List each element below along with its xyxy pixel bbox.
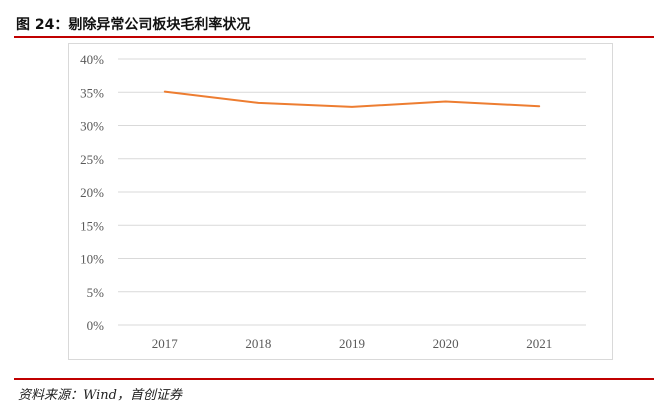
series-line	[163, 90, 541, 108]
figure-title: 图 24：剔除异常公司板块毛利率状况	[16, 17, 251, 33]
y-tick-label: 10%	[80, 252, 104, 267]
x-tick-label: 2019	[339, 336, 365, 351]
x-tick-label: 2018	[245, 336, 271, 351]
y-tick-label: 35%	[80, 85, 104, 100]
y-tick-label: 30%	[80, 119, 104, 134]
x-axis-tick-labels: 2017 2018 2019 2020 2021	[152, 336, 552, 351]
y-axis-tick-labels: 0% 5% 10% 15% 20% 25% 30% 35% 40%	[80, 52, 104, 333]
x-tick-label: 2017	[152, 336, 179, 351]
y-tick-label: 40%	[80, 52, 104, 67]
source-note: 资料来源：Wind，首创证券	[18, 388, 182, 403]
x-tick-label: 2020	[433, 336, 459, 351]
chart-frame	[68, 43, 613, 360]
bottom-divider	[14, 378, 654, 380]
y-tick-label: 0%	[87, 318, 105, 333]
top-divider	[14, 36, 654, 38]
x-tick-label: 2021	[526, 336, 552, 351]
y-tick-label: 5%	[87, 285, 105, 300]
y-tick-label: 20%	[80, 185, 104, 200]
y-tick-label: 25%	[80, 152, 104, 167]
gridlines	[118, 58, 586, 326]
series-group	[163, 90, 541, 108]
y-tick-label: 15%	[80, 218, 104, 233]
